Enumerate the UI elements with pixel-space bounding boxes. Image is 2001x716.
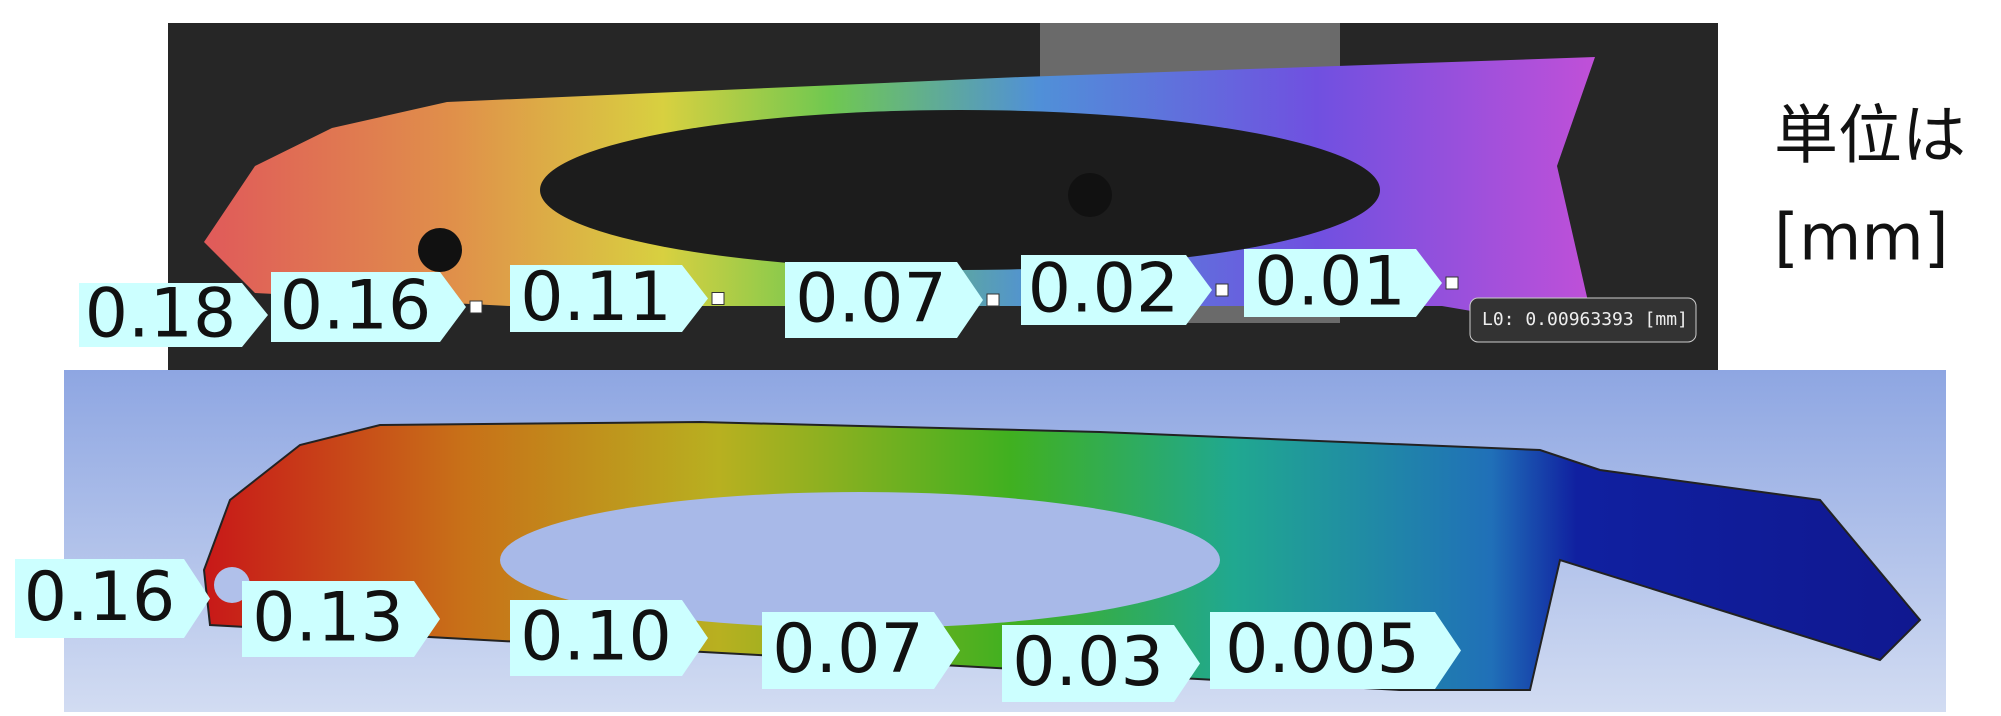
callout-label: 0.07 xyxy=(795,260,946,339)
callout-label: 0.16 xyxy=(24,558,175,637)
callout-label: 0.07 xyxy=(772,610,923,689)
bolt xyxy=(1068,173,1112,217)
callout-label: 0.11 xyxy=(520,258,671,337)
measure-point xyxy=(712,293,724,305)
overlay-text: L0: 0.00963393 [mm] xyxy=(1482,309,1688,330)
measure-point xyxy=(1446,277,1458,289)
callout-label: 0.10 xyxy=(520,598,671,677)
bolt xyxy=(418,228,462,272)
unit-line: 単位は xyxy=(1774,100,1966,174)
callout-label: 0.02 xyxy=(1028,250,1179,329)
callout-label: 0.005 xyxy=(1225,610,1420,689)
callout-label: 0.01 xyxy=(1254,243,1405,322)
callout-label: 0.03 xyxy=(1012,623,1163,702)
unit-line: [mm] xyxy=(1774,202,1949,276)
callout-label: 0.16 xyxy=(280,267,431,346)
figure: L0: 0.00963393 [mm] 単位は [mm] 0.18 0.16 0.1… xyxy=(0,0,2001,712)
measure-point xyxy=(470,301,482,313)
callout-label: 0.18 xyxy=(85,275,236,354)
callout-label: 0.13 xyxy=(252,579,403,658)
measure-point xyxy=(987,294,999,306)
measure-point xyxy=(1216,284,1228,296)
